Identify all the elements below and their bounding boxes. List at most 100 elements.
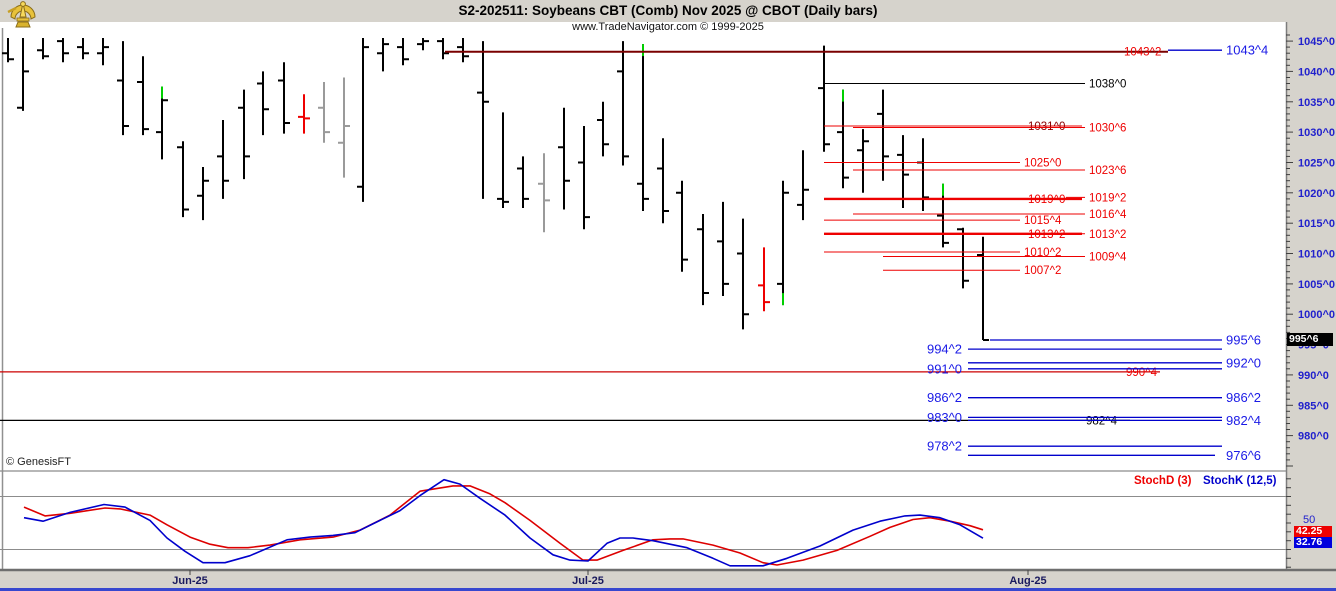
ohlc-bar bbox=[377, 38, 389, 72]
ohlc-bar bbox=[558, 107, 570, 210]
ohlc-bar bbox=[298, 94, 310, 134]
price-level-label: 982^4 bbox=[1086, 415, 1118, 427]
price-level-label: 1025^0 bbox=[1024, 158, 1061, 170]
price-level-label: 1019^0 bbox=[1028, 194, 1065, 206]
ohlc-bar bbox=[238, 89, 250, 180]
ohlc-bar bbox=[177, 141, 189, 218]
ohlc-bar bbox=[737, 218, 749, 330]
price-level-label: 1016^4 bbox=[1089, 209, 1127, 221]
window-bottom-edge bbox=[0, 588, 1336, 591]
price-axis-label: 1000^0 bbox=[1298, 309, 1335, 321]
ohlc-bar bbox=[676, 180, 688, 272]
price-axis-label: 1010^0 bbox=[1298, 249, 1335, 261]
ohlc-bar bbox=[137, 56, 149, 136]
stochd-value-box: 42.25 bbox=[1294, 526, 1332, 537]
ohlc-bar bbox=[497, 112, 509, 208]
ohlc-bar bbox=[37, 38, 49, 60]
price-level-label: 1015^4 bbox=[1024, 215, 1062, 227]
ohlc-bar bbox=[857, 129, 869, 193]
ohlc-bar bbox=[977, 236, 989, 341]
date-axis-group: Jun-25 Jul-25 Aug-25 bbox=[172, 570, 1047, 587]
price-level-label: 1013^2 bbox=[1028, 229, 1065, 241]
price-axis-label: 1005^0 bbox=[1298, 279, 1335, 291]
stochk-line bbox=[23, 478, 984, 567]
ohlc-bar bbox=[477, 41, 489, 199]
price-axis-group: 1045^0 1040^0 1035^0 1030^0 1025^0 1020^0 1015… bbox=[1286, 34, 1335, 467]
ohlc-bar bbox=[338, 77, 350, 178]
stoch-axis-50-label: 50 bbox=[1303, 514, 1316, 526]
price-level-label: 986^2 bbox=[927, 390, 962, 405]
ohlc-bar bbox=[397, 38, 409, 66]
price-axis-label: 1020^0 bbox=[1298, 188, 1335, 200]
stochk-legend-label: StochK (12,5) bbox=[1203, 475, 1277, 487]
price-axis-label: 1040^0 bbox=[1298, 66, 1335, 78]
ohlc-bars-group bbox=[2, 38, 989, 341]
ohlc-bar bbox=[278, 62, 290, 134]
ohlc-bar bbox=[818, 45, 830, 152]
chart-title: S2-202511: Soybeans CBT (Comb) Nov 2025 … bbox=[458, 3, 878, 18]
date-axis-strip bbox=[0, 570, 1336, 591]
ohlc-bar bbox=[957, 227, 969, 289]
price-axis-label: 1015^0 bbox=[1298, 218, 1335, 230]
ohlc-bar bbox=[637, 44, 649, 211]
genesisft-logo-icon bbox=[4, 0, 42, 35]
ohlc-bar bbox=[97, 38, 109, 66]
ohlc-bar bbox=[777, 180, 789, 306]
ohlc-bar bbox=[758, 247, 770, 312]
current-price-box: 995^6 bbox=[1287, 333, 1333, 346]
price-axis-label: 985^0 bbox=[1298, 400, 1329, 412]
ohlc-bar bbox=[417, 38, 429, 51]
price-level-label: 992^0 bbox=[1226, 355, 1261, 370]
price-axis-label: 1030^0 bbox=[1298, 127, 1335, 139]
month-label: Jun-25 bbox=[172, 575, 207, 587]
price-level-label: 995^6 bbox=[1226, 333, 1261, 348]
price-level-label: 1043^4 bbox=[1226, 43, 1268, 58]
price-axis-label: 1025^0 bbox=[1298, 158, 1335, 170]
price-level-label: 976^6 bbox=[1226, 448, 1261, 463]
ohlc-bar bbox=[197, 167, 209, 221]
ohlc-bar bbox=[77, 38, 89, 60]
ohlc-bar bbox=[217, 120, 229, 199]
chart-subtitle: www.TradeNavigator.com © 1999-2025 bbox=[572, 21, 764, 33]
price-axis-label: 980^0 bbox=[1298, 431, 1329, 443]
month-label: Aug-25 bbox=[1009, 575, 1046, 587]
ohlc-bar bbox=[597, 101, 609, 157]
ohlc-bar bbox=[437, 38, 449, 60]
stochd-legend-label: StochD (3) bbox=[1134, 475, 1192, 487]
price-level-label: 991^0 bbox=[927, 361, 962, 376]
ohlc-bar bbox=[697, 214, 709, 306]
ohlc-bar bbox=[457, 38, 469, 63]
title-bar bbox=[0, 0, 1336, 22]
price-level-label: 1013^2 bbox=[1089, 229, 1126, 241]
ohlc-bar bbox=[57, 38, 69, 63]
price-axis-label: 1045^0 bbox=[1298, 36, 1335, 48]
ohlc-bar bbox=[837, 89, 849, 189]
genesisft-watermark: © GenesisFT bbox=[6, 456, 71, 468]
price-axis-strip bbox=[1286, 22, 1336, 570]
price-level-label: 1007^2 bbox=[1024, 265, 1061, 277]
price-level-label: 983^0 bbox=[927, 410, 962, 425]
price-level-label: 1030^6 bbox=[1089, 123, 1126, 135]
month-label: Jul-25 bbox=[572, 575, 604, 587]
stochd-line bbox=[23, 485, 984, 566]
ohlc-bar bbox=[578, 126, 590, 230]
ohlc-bar bbox=[617, 41, 629, 166]
price-level-label: 986^2 bbox=[1226, 390, 1261, 405]
price-level-label: 994^2 bbox=[927, 342, 962, 357]
ohlc-bar bbox=[517, 156, 529, 208]
price-axis-label: 990^0 bbox=[1298, 370, 1329, 382]
price-axis-label: 1035^0 bbox=[1298, 97, 1335, 109]
price-level-label: 990^4 bbox=[1126, 367, 1158, 379]
price-level-label: 1043^2 bbox=[1124, 47, 1161, 59]
price-level-label: 982^4 bbox=[1226, 413, 1261, 428]
price-level-label: 1023^6 bbox=[1089, 165, 1126, 177]
price-level-label: 1009^4 bbox=[1089, 252, 1127, 264]
stoch-panel-group bbox=[0, 470, 1336, 572]
ohlc-bar bbox=[257, 71, 269, 136]
ohlc-bar bbox=[156, 86, 168, 160]
ohlc-bar bbox=[797, 150, 809, 221]
ohlc-bar bbox=[117, 41, 129, 136]
